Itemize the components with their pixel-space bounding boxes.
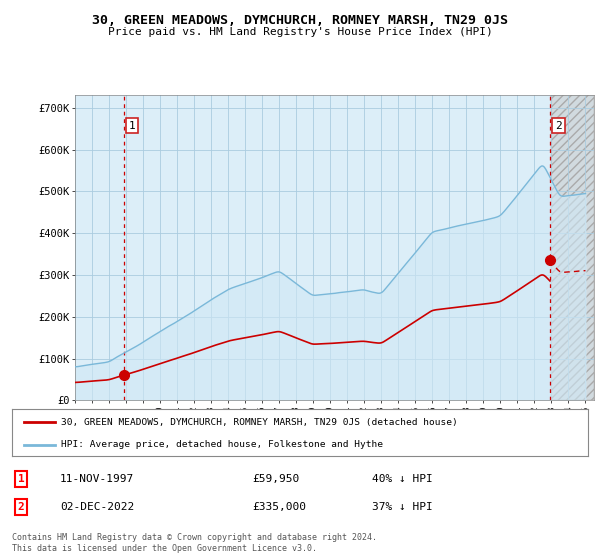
Bar — [551, 95, 594, 400]
Text: Contains HM Land Registry data © Crown copyright and database right 2024.
This d: Contains HM Land Registry data © Crown c… — [12, 533, 377, 553]
Text: 1: 1 — [17, 474, 25, 484]
Text: 40% ↓ HPI: 40% ↓ HPI — [372, 474, 433, 484]
Text: 02-DEC-2022: 02-DEC-2022 — [60, 502, 134, 512]
Text: 37% ↓ HPI: 37% ↓ HPI — [372, 502, 433, 512]
Text: 2: 2 — [17, 502, 25, 512]
Text: 30, GREEN MEADOWS, DYMCHURCH, ROMNEY MARSH, TN29 0JS (detached house): 30, GREEN MEADOWS, DYMCHURCH, ROMNEY MAR… — [61, 418, 458, 427]
Text: HPI: Average price, detached house, Folkestone and Hythe: HPI: Average price, detached house, Folk… — [61, 440, 383, 449]
Text: 1: 1 — [129, 121, 136, 130]
Bar — [551, 95, 594, 400]
Text: 30, GREEN MEADOWS, DYMCHURCH, ROMNEY MARSH, TN29 0JS: 30, GREEN MEADOWS, DYMCHURCH, ROMNEY MAR… — [92, 14, 508, 27]
Text: £335,000: £335,000 — [252, 502, 306, 512]
Text: 2: 2 — [555, 121, 562, 130]
Text: 11-NOV-1997: 11-NOV-1997 — [60, 474, 134, 484]
Text: Price paid vs. HM Land Registry's House Price Index (HPI): Price paid vs. HM Land Registry's House … — [107, 27, 493, 37]
Text: £59,950: £59,950 — [252, 474, 299, 484]
